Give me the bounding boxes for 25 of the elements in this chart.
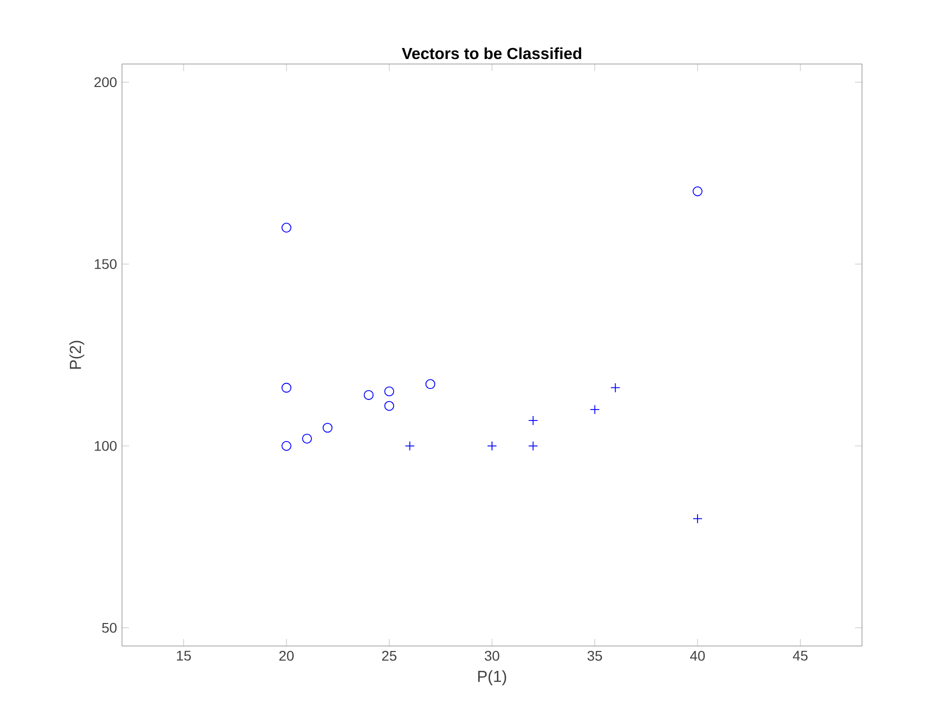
x-tick-label: 30 bbox=[484, 650, 500, 661]
point bbox=[282, 222, 292, 233]
point bbox=[425, 379, 436, 390]
x-tick-label: 45 bbox=[792, 650, 808, 661]
x-tick-label: 15 bbox=[176, 650, 191, 661]
y-axis-title: P(2) bbox=[69, 340, 84, 369]
x-tick-label: 40 bbox=[690, 650, 705, 661]
x-tick-label: 20 bbox=[279, 650, 294, 661]
x-tick-label: 35 bbox=[588, 650, 602, 661]
point bbox=[322, 422, 332, 433]
point bbox=[364, 390, 374, 400]
x-tick-label: 25 bbox=[382, 650, 396, 661]
y-tick-label: 150 bbox=[94, 259, 117, 270]
chart-title: Vectors to be Classified bbox=[402, 47, 582, 60]
point bbox=[692, 186, 702, 196]
point bbox=[302, 434, 312, 444]
y-tick-label: 100 bbox=[94, 440, 117, 451]
point bbox=[610, 382, 620, 393]
point bbox=[384, 400, 394, 411]
x-axis-title: P(1) bbox=[478, 670, 506, 686]
y-tick-label: 200 bbox=[94, 77, 117, 88]
point bbox=[384, 386, 394, 396]
point bbox=[282, 441, 292, 451]
point bbox=[282, 382, 292, 393]
y-tick-label: 50 bbox=[102, 622, 117, 633]
